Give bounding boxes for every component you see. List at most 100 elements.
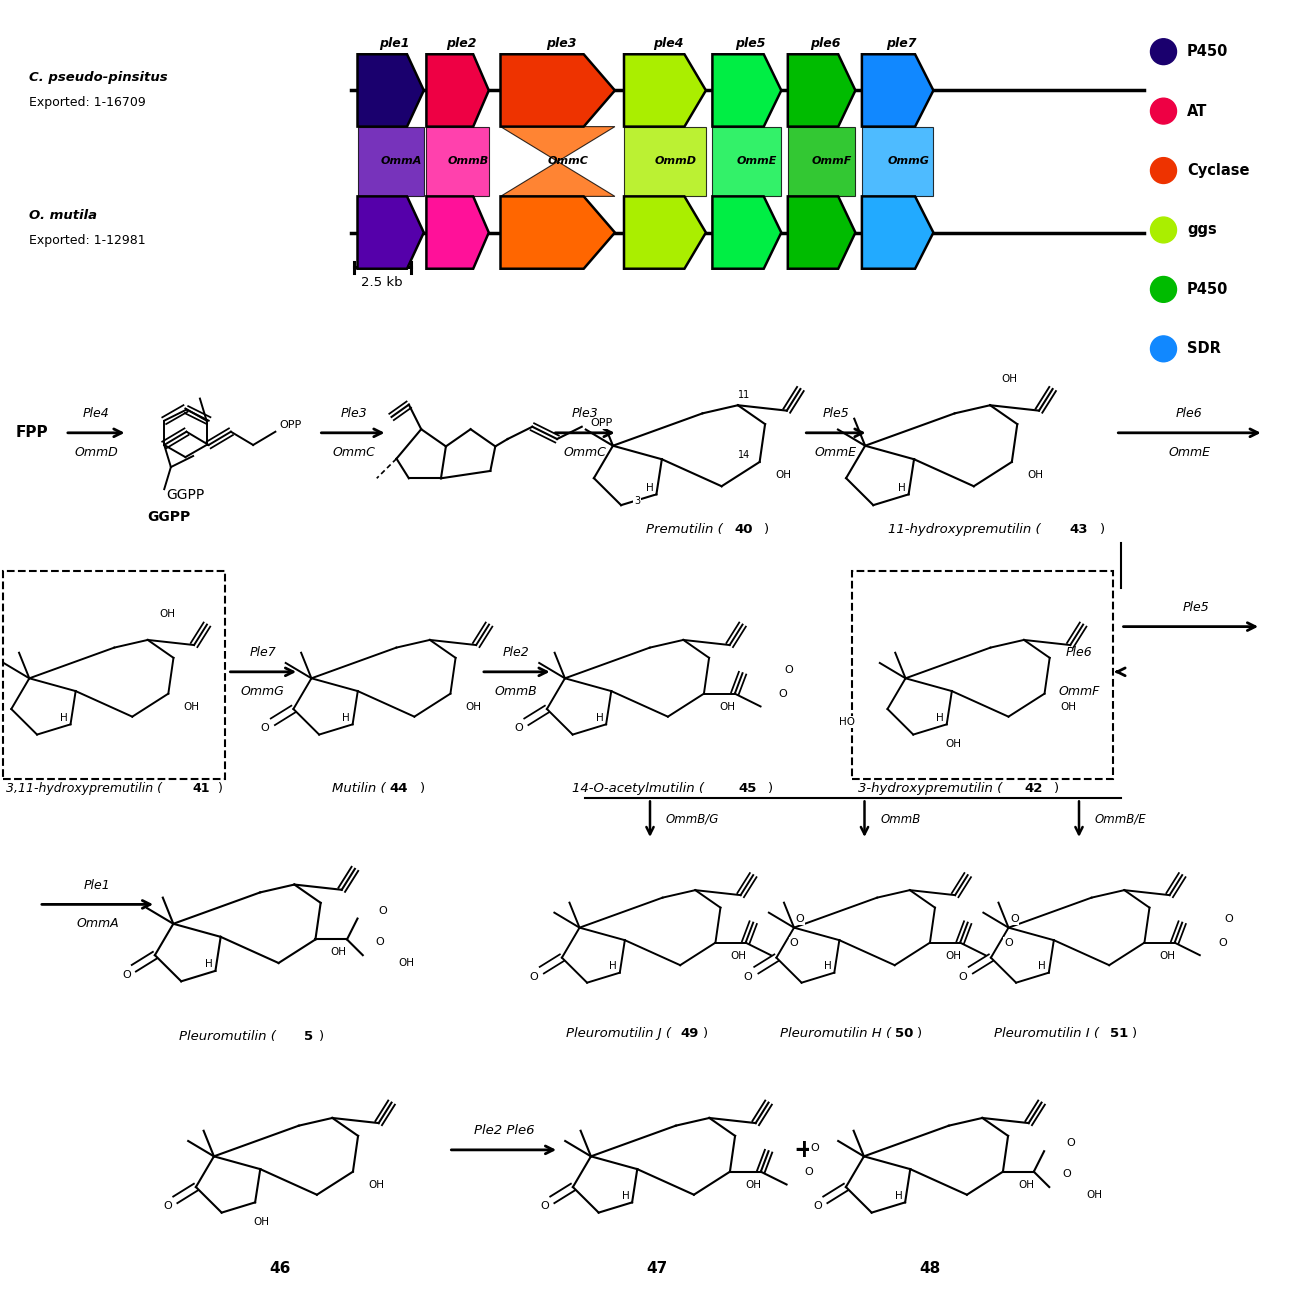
Text: 2.5 kb: 2.5 kb [361,276,403,289]
Polygon shape [358,196,424,269]
Text: OH: OH [1027,470,1043,479]
Polygon shape [712,127,781,196]
Text: OH: OH [183,702,200,712]
Text: OmmG: OmmG [887,156,929,167]
Text: FPP: FPP [16,425,48,441]
Text: O: O [789,938,798,947]
Circle shape [1150,336,1176,362]
Text: OmmB: OmmB [880,813,920,826]
Text: OH: OH [1001,375,1018,385]
Text: OH: OH [775,470,790,479]
Text: Premutilin (: Premutilin ( [646,523,723,536]
Text: OmmB/G: OmmB/G [666,813,719,826]
Text: Exported: 1-16709: Exported: 1-16709 [29,96,146,109]
Text: H: H [610,961,617,972]
Text: OmmE: OmmE [1169,446,1210,459]
Text: H: H [205,960,213,969]
Text: OmmB: OmmB [495,685,537,698]
Polygon shape [500,127,615,196]
Text: OH: OH [945,739,961,749]
Text: OH: OH [398,957,415,968]
Text: OmmD: OmmD [654,156,697,167]
Text: OH: OH [254,1217,269,1227]
Text: ple5: ple5 [736,37,766,50]
Circle shape [1150,98,1176,124]
Text: GGPP: GGPP [166,488,204,503]
Text: H: H [894,1191,902,1202]
Text: OmmC: OmmC [564,446,606,459]
Text: OH: OH [465,702,482,712]
Text: OH: OH [330,947,347,957]
Text: 46: 46 [269,1261,290,1276]
Text: OmmA: OmmA [381,156,421,167]
Text: ): ) [764,523,770,536]
Text: O: O [744,972,753,982]
Text: Ple6: Ple6 [1066,646,1092,659]
Text: Ple7: Ple7 [250,646,276,659]
Text: ple7: ple7 [887,37,916,50]
Text: ): ) [1054,782,1060,795]
Text: OmmF: OmmF [811,156,853,167]
Text: OH: OH [731,951,746,960]
Text: AT: AT [1187,103,1208,119]
Text: O: O [162,1202,172,1212]
Polygon shape [862,127,933,196]
Text: ple4: ple4 [654,37,684,50]
Text: HO: HO [838,717,855,727]
Text: O: O [376,937,384,947]
Text: O: O [1004,938,1013,947]
Text: P450: P450 [1187,44,1228,59]
Polygon shape [862,196,933,269]
Text: H: H [898,483,906,492]
Text: O: O [777,689,786,699]
Text: OmmC: OmmC [333,446,374,459]
Polygon shape [862,54,933,127]
Text: Mutilin (: Mutilin ( [332,782,385,795]
Text: O: O [958,972,967,982]
Text: ): ) [768,782,774,795]
Text: 42: 42 [1024,782,1043,795]
Polygon shape [624,54,706,127]
Text: +: + [793,1138,814,1162]
Text: 3: 3 [634,496,640,505]
Text: Cyclase: Cyclase [1187,163,1249,178]
Text: O: O [122,969,131,979]
Text: ): ) [318,1030,324,1043]
Text: Ple2 Ple6: Ple2 Ple6 [474,1124,534,1137]
Text: OmmE: OmmE [815,446,857,459]
Polygon shape [788,196,855,269]
Text: Ple1: Ple1 [84,879,110,891]
Text: OH: OH [1160,951,1175,960]
Text: OH: OH [945,951,961,960]
Polygon shape [624,196,706,269]
Text: O: O [812,1202,822,1212]
Text: OH: OH [368,1180,385,1190]
Polygon shape [788,54,855,127]
Text: ple3: ple3 [546,37,577,50]
Text: Ple2: Ple2 [503,646,529,659]
Text: 49: 49 [680,1027,699,1040]
Text: Exported: 1-12981: Exported: 1-12981 [29,234,146,247]
Text: ): ) [420,782,425,795]
Text: H: H [621,1191,629,1202]
Text: Ple5: Ple5 [823,407,849,420]
Text: 3,11-hydroxypremutilin (: 3,11-hydroxypremutilin ( [6,782,162,795]
Polygon shape [624,127,706,196]
Text: O: O [1066,1138,1075,1149]
Text: ): ) [218,782,224,795]
Circle shape [1150,39,1176,65]
Text: OH: OH [1060,702,1076,712]
Text: O: O [803,1167,812,1177]
Text: O: O [1218,938,1227,947]
Text: OPP: OPP [280,420,302,430]
Text: OmmC: OmmC [547,156,589,167]
Text: O: O [1225,915,1234,924]
Text: Pleuromutilin (: Pleuromutilin ( [179,1030,277,1043]
Text: O: O [784,665,793,676]
Polygon shape [358,54,424,127]
Text: P450: P450 [1187,282,1228,297]
Text: OmmG: OmmG [240,685,285,698]
Text: 41: 41 [192,782,211,795]
Text: ): ) [1132,1027,1136,1040]
Text: Pleuromutilin I (: Pleuromutilin I ( [994,1027,1100,1040]
